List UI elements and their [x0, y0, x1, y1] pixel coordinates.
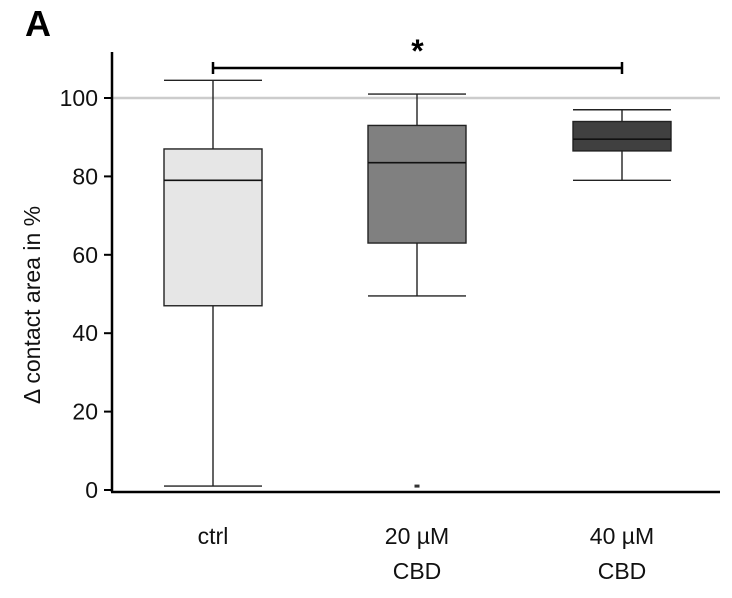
- boxes-layer: [163, 79, 672, 488]
- x-category-label-2-line-0: 40 µM: [590, 523, 654, 549]
- outlier-1-0: [414, 484, 420, 488]
- box-2: [572, 120, 672, 152]
- y-tick-label-0: 0: [85, 477, 98, 503]
- y-tick-label-20: 20: [72, 399, 98, 425]
- box-group-1: [367, 93, 467, 488]
- box-1: [367, 124, 467, 244]
- y-axis-label: Δ contact area in %: [19, 206, 45, 404]
- axes-layer: 0 20 40 60 80 100 ctrl 20 µM CBD 40 µM CBD: [60, 52, 720, 584]
- y-tick-label-80: 80: [72, 163, 98, 189]
- significance-star: *: [411, 33, 424, 69]
- x-category-label-1-line-1: CBD: [393, 558, 442, 584]
- x-category-label-0-line-0: ctrl: [198, 523, 229, 549]
- box-0: [163, 148, 263, 307]
- y-tick-label-40: 40: [72, 320, 98, 346]
- y-tick-label-100: 100: [60, 85, 98, 111]
- y-tick-label-60: 60: [72, 242, 98, 268]
- box-group-2: [572, 109, 672, 182]
- box-group-0: [163, 79, 263, 487]
- x-category-label-1-line-0: 20 µM: [385, 523, 449, 549]
- panel-label: A: [25, 3, 51, 44]
- x-category-label-2-line-1: CBD: [598, 558, 647, 584]
- significance-layer: *: [211, 33, 624, 74]
